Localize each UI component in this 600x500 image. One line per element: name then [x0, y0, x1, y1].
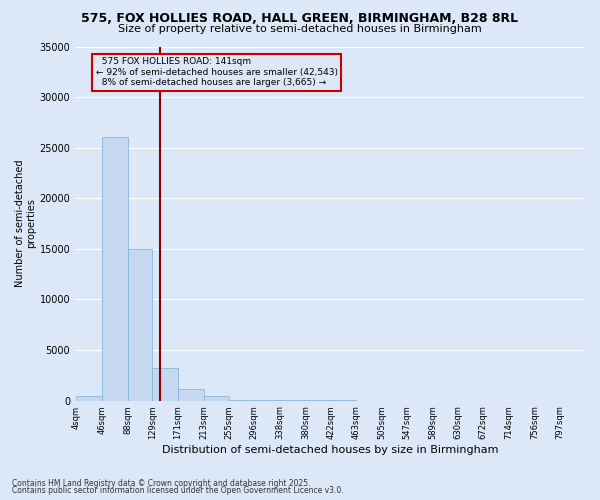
- Text: 575, FOX HOLLIES ROAD, HALL GREEN, BIRMINGHAM, B28 8RL: 575, FOX HOLLIES ROAD, HALL GREEN, BIRMI…: [82, 12, 518, 26]
- Bar: [76, 396, 102, 400]
- X-axis label: Distribution of semi-detached houses by size in Birmingham: Distribution of semi-detached houses by …: [162, 445, 499, 455]
- Text: Contains public sector information licensed under the Open Government Licence v3: Contains public sector information licen…: [12, 486, 344, 495]
- Bar: [152, 368, 178, 400]
- Text: Size of property relative to semi-detached houses in Birmingham: Size of property relative to semi-detach…: [118, 24, 482, 34]
- Text: Contains HM Land Registry data © Crown copyright and database right 2025.: Contains HM Land Registry data © Crown c…: [12, 478, 311, 488]
- Bar: [203, 396, 229, 400]
- Y-axis label: Number of semi-detached
properties: Number of semi-detached properties: [15, 160, 37, 288]
- Text: 575 FOX HOLLIES ROAD: 141sqm
← 92% of semi-detached houses are smaller (42,543)
: 575 FOX HOLLIES ROAD: 141sqm ← 92% of se…: [95, 57, 338, 87]
- Bar: [128, 249, 152, 400]
- Bar: [102, 136, 128, 400]
- Bar: [178, 390, 203, 400]
